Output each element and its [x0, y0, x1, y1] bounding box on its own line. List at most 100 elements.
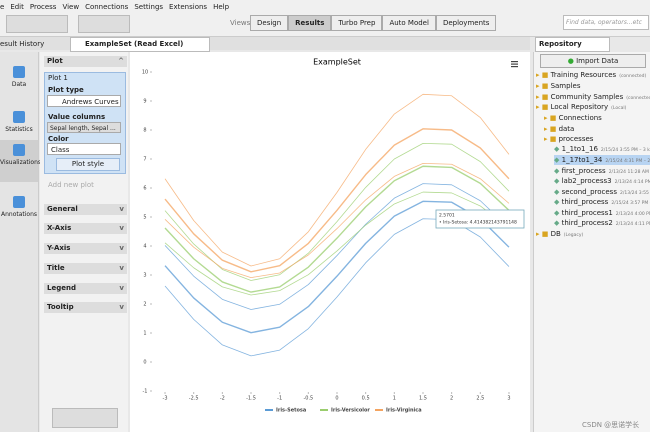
icon: ◆: [554, 198, 562, 206]
sidebar-button[interactable]: Statistics: [0, 107, 38, 143]
curve: [164, 200, 510, 334]
menu-bar: e Edit Process View Connections Settings Exten…: [0, 3, 235, 11]
icon: ▸ ■: [536, 82, 551, 90]
x-tick-label: 1.5: [419, 396, 427, 402]
add-plot[interactable]: Add new plot: [48, 181, 94, 189]
tree-item[interactable]: ▸ ■ Training Resources (connected): [536, 70, 646, 80]
sidebar-button[interactable]: Data: [0, 62, 38, 98]
file-buttons[interactable]: [6, 15, 68, 33]
tree-item[interactable]: ▸ ■ processes: [544, 134, 593, 144]
sidebar-label: Statistics: [5, 126, 33, 133]
tree-note: 2/13/24 11:28 AM – 4 kB: [608, 170, 650, 175]
menu-item[interactable]: Process: [29, 3, 57, 11]
tab[interactable]: ExampleSet (Read Excel): [70, 37, 210, 52]
section-title: General: [47, 205, 78, 213]
tree-item[interactable]: ◆ second_process2/13/24 3:55 PM –: [554, 187, 650, 197]
menu-item[interactable]: Help: [213, 3, 230, 11]
view-button[interactable]: Design: [250, 15, 289, 31]
legend-label: Iris-Setosa: [276, 408, 306, 414]
x-tick-label: -2.5: [189, 396, 199, 402]
menu-item[interactable]: Extensions: [169, 3, 208, 11]
sidebar-label: Annotations: [0, 211, 38, 218]
tree-item[interactable]: ◆ 1_17to1_342/15/24 4:31 PM – 2 kB: [554, 155, 650, 165]
label: Value columns: [48, 113, 106, 121]
watermark: CSDN @思诺学长: [582, 421, 640, 429]
chart-area: [130, 52, 530, 432]
sidebar-button[interactable]: Visualizations: [0, 140, 41, 182]
icon: [13, 144, 25, 156]
search-box[interactable]: Find data, operators...etc: [563, 15, 649, 30]
y-tick-label: -1: [143, 389, 148, 395]
run-buttons[interactable]: [78, 15, 130, 33]
legend-label: Iris-Virginica: [386, 408, 422, 414]
icon: ◆: [554, 188, 562, 196]
section[interactable]: General v: [44, 204, 127, 215]
menu-item[interactable]: Edit: [10, 3, 24, 11]
import-button[interactable]: ● Import Data: [540, 54, 646, 68]
tree-item[interactable]: ▸ ■ data: [544, 124, 574, 134]
menu-item[interactable]: e: [0, 3, 5, 11]
plot-style-button[interactable]: Plot style: [56, 158, 120, 171]
curve: [164, 218, 510, 357]
tree-item[interactable]: ◆ 1_1to1_16 2/15/24 3:55 PM – 3 kB: [554, 144, 650, 154]
panel-buttons[interactable]: [52, 408, 118, 428]
menu-item[interactable]: Settings: [134, 3, 164, 11]
sidebar-button[interactable]: Annotations: [0, 192, 38, 228]
view-button[interactable]: Results: [288, 15, 332, 31]
icon: ●: [567, 57, 577, 65]
tree-note: 2/13/24 3:55 PM –: [619, 191, 650, 196]
tree-item[interactable]: ▸ ■ Samples: [536, 81, 580, 91]
tree-label: Community Samples: [550, 93, 624, 101]
tree-label: 1_17to1_34: [561, 156, 603, 164]
icon: ▸ ■: [536, 103, 551, 111]
section[interactable]: X-Axis v: [44, 223, 127, 234]
view-button[interactable]: Auto Model: [382, 15, 436, 31]
menu-item[interactable]: View: [62, 3, 80, 11]
tree-item[interactable]: ▸ ■ Connections: [544, 113, 602, 123]
section-title: Tooltip: [47, 303, 74, 311]
x-tick-label: -1: [277, 396, 282, 402]
section-title: Plot: [47, 57, 63, 65]
tree-label: third_process: [561, 198, 609, 206]
dropdown[interactable]: Andrews Curves: [47, 95, 121, 107]
section[interactable]: Tooltip v: [44, 302, 127, 313]
icon: ◆: [554, 219, 562, 227]
tab[interactable]: Repository: [535, 37, 610, 52]
icon: ◆: [554, 156, 562, 164]
section[interactable]: Plot ^: [44, 56, 127, 67]
section[interactable]: Y-Axis v: [44, 243, 127, 254]
label: Color: [48, 135, 69, 143]
x-tick-label: 3: [507, 396, 510, 402]
label: Import Data: [576, 57, 619, 65]
tree-item[interactable]: ▸ ■ Community Samples(connected): [536, 92, 650, 102]
view-button[interactable]: Turbo Prep: [331, 15, 383, 31]
menu-icon[interactable]: [511, 61, 518, 68]
x-tick-label: -3: [163, 396, 168, 402]
section[interactable]: Title v: [44, 263, 127, 274]
tree-note: 2/13/24 4:11 PM –: [615, 222, 650, 227]
tree-item[interactable]: ▸ ■ DB (Legacy): [536, 229, 583, 239]
value-columns[interactable]: Sepal length, Sepal ...: [47, 122, 121, 133]
tree-item[interactable]: ◆ first_process2/13/24 11:28 AM – 4 kB: [554, 166, 650, 176]
menu-item[interactable]: Connections: [85, 3, 129, 11]
legend-label: Iris-Versicolor: [331, 408, 370, 414]
tab[interactable]: esult History: [0, 40, 45, 48]
tree-item[interactable]: ◆ third_process2/15/24 3:57 PM – 5: [554, 197, 650, 207]
dropdown[interactable]: Class: [47, 143, 121, 155]
label: Plot type: [48, 86, 84, 94]
icon: ◆: [554, 167, 562, 175]
icon: [13, 66, 25, 78]
tree-item[interactable]: ▸ ■ Local Repository (Local): [536, 102, 626, 112]
section-title: Title: [47, 264, 65, 272]
curve: [164, 128, 510, 273]
tree-label: Training Resources: [550, 71, 617, 79]
view-button[interactable]: Deployments: [435, 15, 497, 31]
tree-note: 2/13/24 4:00 PM –: [615, 212, 650, 217]
curve: [164, 165, 510, 293]
section[interactable]: Legend v: [44, 283, 127, 294]
icon: ◆: [554, 177, 562, 185]
